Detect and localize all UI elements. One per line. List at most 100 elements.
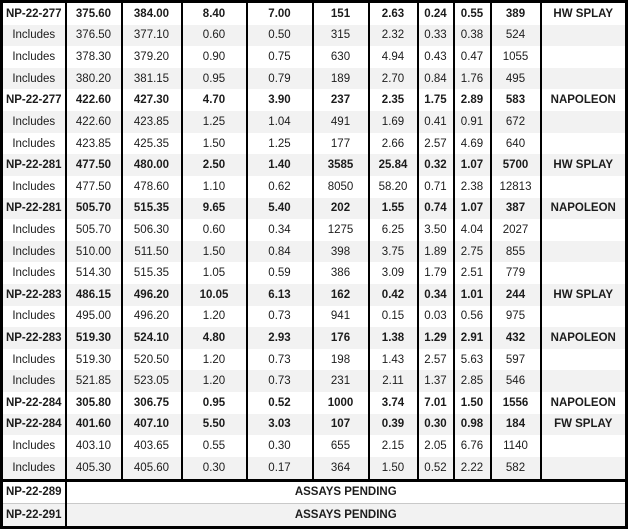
hole-id-cell: NP-22-289 xyxy=(0,478,67,504)
grade-1-cell: 1000 xyxy=(311,392,370,414)
hole-id-cell: Includes xyxy=(0,175,67,198)
grade-4-cell: 0.55 xyxy=(452,1,492,25)
zone-cell: NAPOLEON xyxy=(539,392,628,414)
grade-4-cell: 1.07 xyxy=(452,197,492,220)
hole-id-cell: Includes xyxy=(0,348,67,371)
true-width-cell: 0.73 xyxy=(245,348,314,371)
grade-2-cell: 2.35 xyxy=(367,89,419,112)
true-width-cell: 2.93 xyxy=(245,327,314,349)
true-width-cell: 1.04 xyxy=(245,111,314,133)
grade-2-cell: 2.70 xyxy=(367,67,419,90)
true-width-cell: 0.75 xyxy=(245,46,314,68)
grade-5-cell: 432 xyxy=(489,327,542,349)
hole-id-cell: Includes xyxy=(0,305,67,328)
zone-cell: NAPOLEON xyxy=(539,197,628,220)
grade-5-cell: 582 xyxy=(489,456,542,480)
hole-id-cell: Includes xyxy=(0,132,67,155)
grade-2-cell: 0.39 xyxy=(367,413,419,436)
to-depth-cell: 306.75 xyxy=(120,392,183,414)
grade-3-cell: 0.03 xyxy=(416,305,455,328)
to-depth-cell: 523.05 xyxy=(120,370,183,393)
grade-2-cell: 0.42 xyxy=(367,283,419,306)
to-depth-cell: 515.35 xyxy=(120,262,183,284)
grade-5-cell: 5700 xyxy=(489,154,542,176)
grade-1-cell: 151 xyxy=(311,1,370,25)
includes-row: Includes 380.20 381.15 0.95 0.79 189 2.70 0.84 1… xyxy=(0,67,628,90)
hole-id-cell: Includes xyxy=(0,67,67,90)
from-depth-cell: 519.30 xyxy=(64,348,123,371)
true-width-cell: 0.73 xyxy=(245,370,314,393)
grade-2-cell: 3.74 xyxy=(367,392,419,414)
grade-1-cell: 315 xyxy=(311,24,370,47)
true-width-cell: 0.62 xyxy=(245,175,314,198)
zone-cell: FW SPLAY xyxy=(539,413,628,436)
grade-5-cell: 597 xyxy=(489,348,542,371)
grade-1-cell: 3585 xyxy=(311,154,370,176)
grade-3-cell: 0.41 xyxy=(416,111,455,133)
grade-5-cell: 387 xyxy=(489,197,542,220)
includes-row: Includes 376.50 377.10 0.60 0.50 315 2.32 0.33 0… xyxy=(0,24,628,47)
grade-2-cell: 2.15 xyxy=(367,435,419,457)
from-depth-cell: 505.70 xyxy=(64,197,123,220)
interval-length-cell: 5.50 xyxy=(180,413,248,436)
interval-length-cell: 0.55 xyxy=(180,435,248,457)
zone-cell xyxy=(539,111,628,133)
grade-4-cell: 2.91 xyxy=(452,327,492,349)
grade-1-cell: 237 xyxy=(311,89,370,112)
from-depth-cell: 505.70 xyxy=(64,219,123,241)
grade-5-cell: 779 xyxy=(489,262,542,284)
hole-id-cell: Includes xyxy=(0,240,67,263)
to-depth-cell: 381.15 xyxy=(120,67,183,90)
from-depth-cell: 380.20 xyxy=(64,67,123,90)
grade-1-cell: 189 xyxy=(311,67,370,90)
grade-3-cell: 1.79 xyxy=(416,262,455,284)
grade-3-cell: 0.30 xyxy=(416,413,455,436)
includes-row: Includes 403.10 403.65 0.55 0.30 655 2.15 2.05 6… xyxy=(0,435,628,457)
hole-id-cell: NP-22-281 xyxy=(0,154,67,176)
interval-length-cell: 0.95 xyxy=(180,392,248,414)
grade-2-cell: 58.20 xyxy=(367,175,419,198)
grade-4-cell: 4.69 xyxy=(452,132,492,155)
interval-length-cell: 1.20 xyxy=(180,348,248,371)
includes-row: Includes 378.30 379.20 0.90 0.75 630 4.94 0.43 0… xyxy=(0,46,628,68)
includes-row: Includes 423.85 425.35 1.50 1.25 177 2.66 2.57 4… xyxy=(0,132,628,155)
grade-3-cell: 1.37 xyxy=(416,370,455,393)
hole-id-cell: Includes xyxy=(0,24,67,47)
zone-cell xyxy=(539,435,628,457)
to-depth-cell: 511.50 xyxy=(120,240,183,263)
grade-4-cell: 1.07 xyxy=(452,154,492,176)
grade-3-cell: 1.29 xyxy=(416,327,455,349)
from-depth-cell: 486.15 xyxy=(64,283,123,306)
true-width-cell: 0.50 xyxy=(245,24,314,47)
zone-cell xyxy=(539,305,628,328)
assays-pending-row: NP-22-289 ASSAYS PENDING xyxy=(0,478,627,504)
zone-cell: NAPOLEON xyxy=(539,327,628,349)
interval-length-cell: 4.80 xyxy=(180,327,248,349)
grade-4-cell: 1.76 xyxy=(452,67,492,90)
grade-3-cell: 0.33 xyxy=(416,24,455,47)
true-width-cell: 1.40 xyxy=(245,154,314,176)
grade-5-cell: 12813 xyxy=(489,175,542,198)
grade-5-cell: 389 xyxy=(489,1,542,25)
hole-interval-row: NP-22-281 477.50 480.00 2.50 1.40 3585 25.84 0.… xyxy=(0,154,628,176)
grade-3-cell: 0.52 xyxy=(416,456,455,480)
assays-pending-cell: ASSAYS PENDING xyxy=(64,503,627,528)
grade-2-cell: 4.94 xyxy=(367,46,419,68)
grade-4-cell: 0.98 xyxy=(452,413,492,436)
grade-3-cell: 0.84 xyxy=(416,67,455,90)
true-width-cell: 0.30 xyxy=(245,435,314,457)
to-depth-cell: 496.20 xyxy=(120,283,183,306)
grade-5-cell: 672 xyxy=(489,111,542,133)
grade-5-cell: 546 xyxy=(489,370,542,393)
true-width-cell: 7.00 xyxy=(245,1,314,25)
hole-id-cell: NP-22-291 xyxy=(0,503,67,528)
grade-1-cell: 1275 xyxy=(311,219,370,241)
from-depth-cell: 495.00 xyxy=(64,305,123,328)
zone-cell xyxy=(539,262,628,284)
interval-length-cell: 1.20 xyxy=(180,305,248,328)
true-width-cell: 3.03 xyxy=(245,413,314,436)
includes-row: Includes 510.00 511.50 1.50 0.84 398 3.75 1.89 2… xyxy=(0,240,628,263)
grade-3-cell: 7.01 xyxy=(416,392,455,414)
includes-row: Includes 405.30 405.60 0.30 0.17 364 1.50 0.52 2… xyxy=(0,456,628,480)
